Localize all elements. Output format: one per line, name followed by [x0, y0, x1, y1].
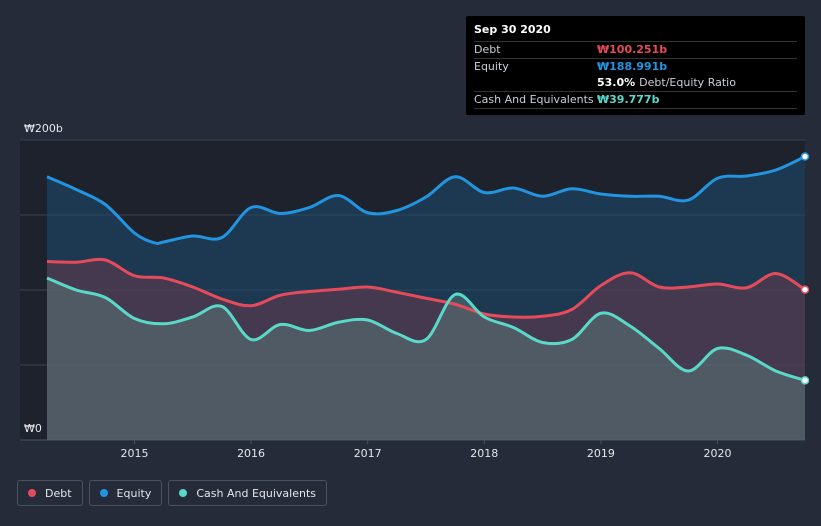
y-tick-label: ₩200b — [24, 122, 63, 135]
tooltip-debt-value: ₩100.251b — [597, 43, 668, 56]
debt-dot-icon — [28, 489, 36, 497]
tooltip-date: Sep 30 2020 — [474, 23, 551, 36]
tooltip-row-cash: Cash And Equivalents ₩39.777b — [474, 91, 797, 109]
legend-debt-label: Debt — [45, 486, 72, 500]
legend-item-equity[interactable]: Equity — [88, 480, 163, 506]
tooltip-equity-label: Equity — [474, 60, 509, 73]
cash-line — [46, 276, 805, 382]
x-tick-label: 2015 — [120, 447, 148, 460]
legend: Debt Equity Cash And Equivalents — [17, 480, 327, 506]
tooltip-debt-label: Debt — [474, 43, 501, 56]
legend-item-cash[interactable]: Cash And Equivalents — [168, 480, 327, 506]
x-tick-label: 2016 — [237, 447, 265, 460]
tooltip-equity-value: ₩188.991b — [597, 60, 668, 73]
legend-item-debt[interactable]: Debt — [17, 480, 83, 506]
equity-endpoint[interactable] — [800, 152, 810, 161]
tooltip-cash-value: ₩39.777b — [597, 93, 660, 106]
cash-endpoint[interactable] — [800, 376, 810, 385]
tooltip-ratio-value: 53.0% — [597, 76, 636, 89]
x-tick-label: 2019 — [587, 447, 615, 460]
x-tick-label: 2020 — [704, 447, 732, 460]
cash-dot-icon — [179, 489, 188, 497]
tooltip-row-debt: Debt ₩100.251b — [474, 41, 797, 58]
legend-cash-label: Cash And Equivalents — [196, 486, 316, 500]
tooltip-row-equity: Equity ₩188.991b — [474, 58, 797, 75]
tooltip-panel: Sep 30 2020 Debt ₩100.251b Equity ₩188.9… — [466, 16, 805, 115]
equity-line — [46, 155, 805, 245]
tooltip-row-ratio: 53.0% Debt/Equity Ratio — [474, 75, 797, 91]
x-tick-label: 2017 — [354, 447, 382, 460]
cash-area — [47, 278, 805, 440]
tooltip-cash-label: Cash And Equivalents — [474, 93, 594, 106]
tooltip-ratio-label: Debt/Equity Ratio — [639, 76, 736, 89]
x-tick-label: 2018 — [470, 447, 498, 460]
debt-line — [46, 257, 805, 319]
legend-equity-label: Equity — [116, 486, 152, 500]
equity-dot-icon — [99, 489, 108, 497]
y-tick-label: ₩0 — [24, 422, 42, 435]
debt-endpoint[interactable] — [800, 285, 810, 294]
